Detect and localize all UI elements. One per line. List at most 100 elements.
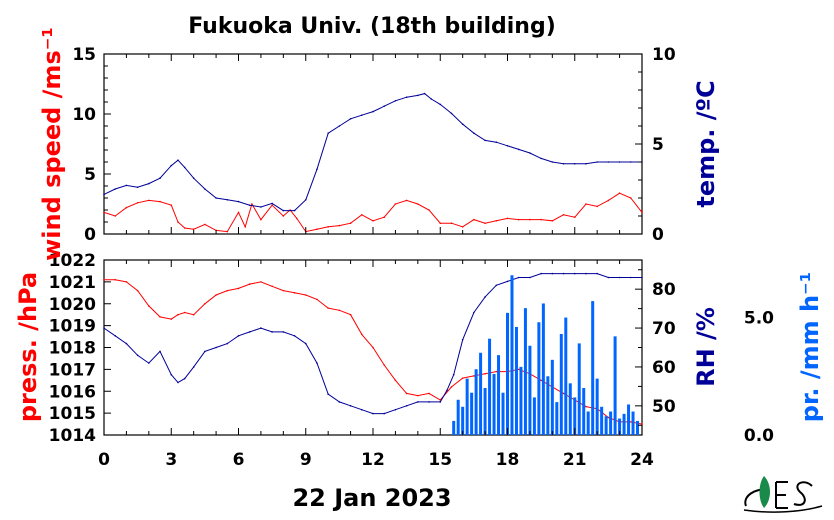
top-series-right-point: [417, 94, 419, 97]
precip-tick-label: 0.0: [744, 426, 774, 446]
precip-bar: [510, 275, 514, 435]
top-series-left-point: [327, 226, 329, 228]
logo-icon: [743, 476, 823, 513]
bottom-series-right-point: [148, 362, 150, 364]
top-series-right-point: [450, 112, 453, 115]
precip-tick-label: 5.0: [744, 309, 774, 329]
precip-bar: [514, 326, 518, 435]
bottom-series-right-point: [529, 276, 531, 279]
top-series-left-point: [484, 222, 486, 224]
bottom-series-right-point: [204, 350, 206, 353]
bottom-series-right-point: [394, 408, 397, 411]
precip-bar: [582, 388, 586, 435]
precip-bar: [456, 399, 460, 435]
top-panel-frame: [103, 53, 643, 235]
top-series-left-point: [618, 192, 621, 194]
bottom-right-tick-label: 80: [652, 280, 676, 300]
top-series-right-point: [423, 92, 426, 95]
bottom-series-left-point: [428, 392, 430, 395]
precip-bar: [618, 418, 622, 435]
top-right-tick-label: 10: [652, 45, 676, 65]
top-series-left-point: [372, 220, 374, 222]
bottom-series-right-point: [573, 272, 576, 275]
bottom-left-tick-label: 1019: [49, 317, 96, 337]
precip-bar: [546, 376, 550, 435]
bottom-series-left-point: [125, 281, 128, 283]
top-series-right-point: [618, 161, 621, 163]
bottom-series-left-point: [629, 421, 632, 423]
top-series-right-point: [495, 141, 498, 143]
bottom-series-left-point: [183, 311, 186, 314]
bottom-series-right-point: [607, 276, 610, 279]
bottom-series-left-point: [136, 289, 139, 292]
top-series-right-point: [430, 98, 433, 100]
top-series-left-point: [641, 211, 643, 214]
top-series-right-point: [338, 125, 341, 127]
top-series-left-point: [394, 203, 397, 205]
bottom-series-left-point: [372, 346, 374, 349]
top-left-axis-label: wind speed /ms⁻¹: [38, 27, 66, 261]
bottom-series-right-point: [540, 272, 542, 275]
top-left-tick-label: 0: [84, 225, 96, 245]
bottom-left-axis-label: press. /hPa: [14, 272, 42, 422]
bottom-series-right-point: [629, 276, 632, 279]
bottom-series-left-point: [293, 292, 296, 294]
top-series-left-point: [506, 217, 509, 220]
bottom-series-right-point: [446, 389, 448, 392]
top-series-left-point: [177, 221, 179, 223]
bottom-series-left-point: [562, 392, 565, 395]
top-series-right-point: [226, 199, 229, 201]
bottom-series-left-point: [271, 285, 273, 288]
top-series-right-point: [125, 184, 128, 187]
top-series-left-point: [461, 226, 464, 228]
bottom-series-left-point: [316, 298, 318, 301]
precip-bar: [591, 301, 595, 435]
top-right-axis-label: temp. /ºC: [692, 80, 720, 207]
bottom-series-left-point: [349, 313, 352, 316]
top-series-left-point: [103, 211, 105, 214]
bottom-left-tick-label: 1021: [49, 273, 96, 293]
bottom-series-left-point: [159, 316, 161, 318]
bottom-right-tick-label: 50: [652, 397, 676, 417]
top-series-left-point: [136, 202, 139, 204]
axis-ticks: 0510150510101410151016101710181019102010…: [49, 45, 774, 470]
bottom-plot-area: [103, 272, 643, 435]
precip-bar: [497, 355, 501, 435]
bottom-series-right-point: [183, 377, 186, 380]
top-series-left-point: [517, 218, 520, 221]
bottom-series-right-point: [360, 408, 363, 411]
bottom-series-left-point: [327, 307, 329, 309]
top-series-left-point: [551, 220, 554, 222]
precip-bar: [613, 336, 617, 435]
top-series-right-point: [170, 164, 173, 167]
top-series-right-point: [383, 105, 386, 107]
bottom-series-right-point: [439, 401, 442, 403]
bottom-series-right-point: [338, 401, 341, 403]
x-tick-label: 6: [233, 450, 245, 470]
bottom-series-left-point: [304, 294, 307, 296]
bottom-series-left-point: [226, 289, 229, 292]
top-series-right-point: [327, 132, 329, 134]
top-left-tick-label: 15: [72, 45, 96, 65]
precip-bar: [550, 359, 554, 435]
bottom-series-left-point: [338, 309, 341, 312]
top-series-left-point: [360, 214, 363, 216]
precip-bar: [609, 411, 613, 435]
precip-bar: [537, 322, 541, 435]
top-series-left-point: [629, 197, 632, 199]
bottom-left-tick-label: 1020: [49, 295, 96, 315]
bottom-series-right-point: [349, 405, 352, 407]
top-series-right-point: [103, 193, 105, 196]
top-series-left-point: [607, 199, 610, 202]
top-series-left-point: [251, 203, 253, 205]
top-series-right-point: [282, 209, 285, 212]
date-label: 22 Jan 2023: [292, 484, 451, 512]
bottom-series-right-point: [551, 272, 554, 275]
bottom-right-tick-label: 60: [652, 358, 676, 378]
bottom-series-right-point: [192, 366, 195, 368]
precip-bar: [501, 392, 505, 435]
top-series-left-point: [237, 211, 240, 214]
precip-bar: [461, 406, 465, 435]
bottom-series-right-point: [304, 342, 307, 345]
bottom-series-right-point: [618, 276, 621, 279]
